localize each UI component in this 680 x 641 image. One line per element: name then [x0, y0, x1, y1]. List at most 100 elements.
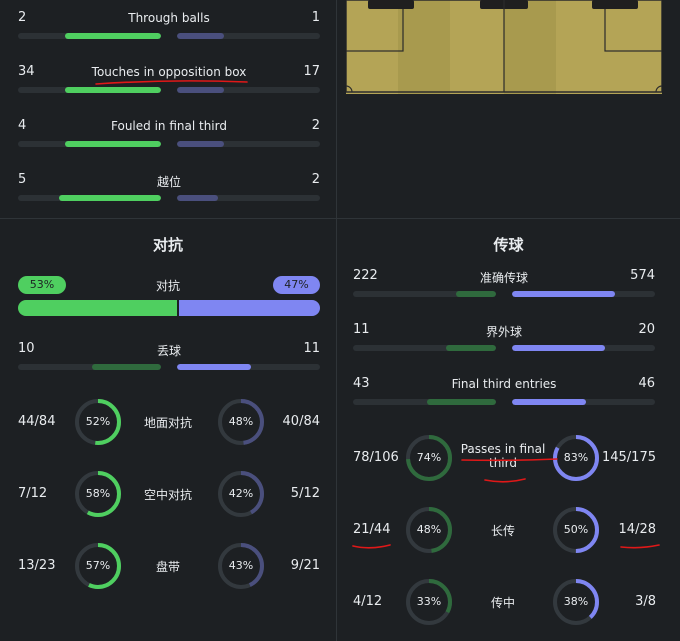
away-ring-arc	[553, 507, 599, 553]
stat-row: 5 越位 2	[18, 172, 320, 212]
home-ring-pct: 52%	[85, 415, 111, 428]
home-bar	[18, 87, 161, 93]
ring-stat-label: 盘带	[155, 560, 180, 574]
home-bar-fill	[92, 364, 161, 370]
home-ratio: 4/12	[353, 594, 383, 609]
away-ring: 38%	[552, 578, 600, 626]
home-ring: 58%	[74, 470, 122, 518]
ring-stat-label: 传中	[490, 596, 515, 610]
stat-label: Through balls	[128, 11, 210, 25]
home-ring-arc	[406, 435, 452, 481]
home-ring-arc	[75, 399, 121, 445]
home-bar-fill	[65, 87, 161, 93]
away-bar	[177, 141, 320, 147]
away-value: 2	[311, 118, 320, 133]
duels-away-fill	[179, 300, 320, 316]
home-bar-fill	[65, 141, 161, 147]
home-bar	[18, 364, 161, 370]
home-bar	[18, 195, 161, 201]
home-ring-graphic	[75, 543, 121, 589]
home-ring-arc	[75, 543, 121, 589]
home-ring-arc	[75, 471, 121, 517]
away-ring: 83%	[552, 434, 600, 482]
away-ring-pct: 48%	[228, 415, 254, 428]
home-ratio: 13/23	[18, 558, 56, 573]
duels-title: 对抗	[152, 236, 183, 254]
stat-label: 界外球	[485, 325, 522, 339]
away-ring-arc	[218, 399, 264, 445]
section-divider	[0, 218, 680, 219]
home-bar	[18, 33, 161, 39]
away-bar-fill	[512, 345, 605, 351]
home-ring-arc	[406, 507, 452, 553]
away-bar	[177, 364, 320, 370]
home-ring-graphic	[406, 435, 452, 481]
home-ring: 74%	[405, 434, 453, 482]
away-ring-pct: 42%	[228, 487, 254, 500]
home-ratio: 21/44	[353, 522, 391, 537]
away-ratio: 9/21	[290, 558, 320, 573]
away-bar-fill	[512, 291, 615, 297]
home-ring-arc	[406, 579, 452, 625]
away-bar	[177, 195, 320, 201]
away-ring-graphic	[218, 399, 264, 445]
home-bar	[18, 141, 161, 147]
away-ring-arc	[553, 435, 599, 481]
home-bar-fill	[59, 195, 161, 201]
home-bar	[353, 345, 496, 351]
away-bar-fill	[177, 141, 225, 147]
away-ring: 50%	[552, 506, 600, 554]
away-ring: 48%	[217, 398, 265, 446]
stat-label: Final third entries	[451, 377, 557, 391]
stat-row: 10 丢球 11	[18, 341, 320, 381]
stat-row: 11 界外球 20	[353, 322, 655, 362]
away-ring-graphic	[553, 579, 599, 625]
home-ring: 57%	[74, 542, 122, 590]
away-ring-pct: 83%	[563, 451, 589, 464]
away-value: 1	[311, 10, 320, 25]
away-ring-graphic	[553, 507, 599, 553]
duels-home-fill	[18, 300, 178, 316]
away-ratio: 3/8	[635, 594, 656, 609]
away-ratio: 5/12	[290, 486, 320, 501]
home-ratio: 78/106	[353, 450, 399, 465]
home-ring-graphic	[75, 399, 121, 445]
away-bar-fill	[177, 33, 225, 39]
stat-row: 2 Through balls 1	[18, 10, 320, 50]
away-ring-pct: 50%	[563, 523, 589, 536]
away-bar	[177, 33, 320, 39]
home-bar-fill	[65, 33, 161, 39]
away-ring-arc	[553, 579, 599, 625]
away-bar-fill	[512, 399, 587, 405]
away-bar-fill	[177, 195, 219, 201]
home-bar	[353, 291, 496, 297]
away-ratio: 145/175	[601, 450, 656, 465]
away-bar	[512, 291, 655, 297]
away-ring-pct: 38%	[563, 595, 589, 608]
away-value: 574	[630, 268, 655, 283]
stat-label: Touches in opposition box	[91, 65, 247, 79]
underline-long-balls-home	[352, 544, 391, 549]
away-ring-pct: 43%	[228, 559, 254, 572]
home-bar-fill	[445, 345, 496, 351]
home-value: 10	[18, 341, 35, 356]
stat-row: 222 准确传球 574	[353, 268, 655, 308]
home-ring-pct: 57%	[85, 559, 111, 572]
away-ring-graphic	[218, 543, 264, 589]
home-ring: 48%	[405, 506, 453, 554]
away-value: 17	[303, 64, 320, 79]
away-ring-graphic	[553, 435, 599, 481]
home-value: 222	[353, 268, 378, 283]
away-ring-graphic	[218, 471, 264, 517]
away-ring: 43%	[217, 542, 265, 590]
duels-home-pct-pill: 53%	[18, 276, 66, 294]
duels-away-pct-pill: 47%	[273, 276, 320, 294]
home-ring-graphic	[406, 507, 452, 553]
pitch-graphic	[346, 0, 662, 94]
away-bar	[177, 87, 320, 93]
passes-title: 传球	[493, 236, 524, 254]
home-ring-pct: 48%	[416, 523, 442, 536]
home-ring: 52%	[74, 398, 122, 446]
home-bar-fill	[455, 291, 496, 297]
home-value: 43	[353, 376, 370, 391]
